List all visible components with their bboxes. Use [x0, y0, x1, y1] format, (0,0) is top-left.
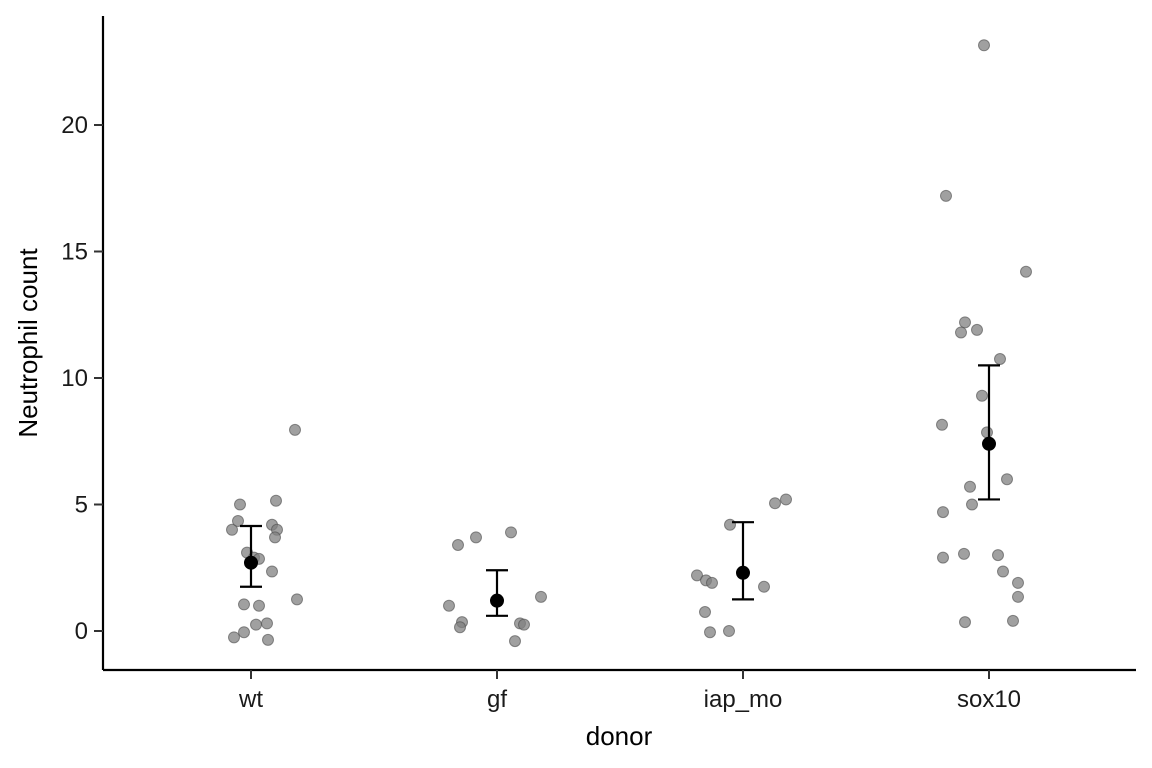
- data-point: [981, 426, 993, 439]
- data-point: [291, 593, 303, 606]
- data-point: [992, 549, 1004, 562]
- y-tick-label: 5: [75, 492, 88, 519]
- y-tick-label: 20: [61, 112, 88, 139]
- data-point: [535, 590, 547, 603]
- data-point: [769, 497, 781, 510]
- data-point: [997, 565, 1009, 578]
- data-point: [958, 547, 970, 560]
- data-point: [704, 626, 716, 639]
- data-point: [964, 480, 976, 493]
- data-point: [959, 616, 971, 629]
- data-point: [936, 418, 948, 431]
- data-point: [994, 353, 1006, 366]
- x-tick-label: iap_mo: [704, 686, 783, 713]
- mean-point: [736, 565, 750, 580]
- data-point: [289, 423, 301, 436]
- y-axis-ticks: 0 5 10 15 20: [61, 112, 103, 645]
- x-axis-title: donor: [586, 721, 653, 751]
- data-point: [940, 189, 952, 202]
- data-point: [723, 625, 735, 637]
- summary-layer: [240, 364, 1000, 617]
- y-tick-label: 15: [61, 239, 88, 266]
- y-axis-title: Neutrophil count: [13, 248, 43, 438]
- data-point: [238, 626, 250, 639]
- data-point: [937, 506, 949, 519]
- data-point: [270, 494, 282, 507]
- data-point: [1001, 473, 1013, 486]
- x-axis-ticks: wt gf iap_mo sox10: [238, 670, 1021, 713]
- mean-point: [490, 593, 504, 608]
- data-point: [978, 39, 990, 52]
- data-point: [1007, 614, 1019, 627]
- data-point: [976, 389, 988, 402]
- data-point: [228, 631, 240, 644]
- data-point: [470, 531, 482, 544]
- data-point: [238, 598, 250, 611]
- data-point: [691, 569, 703, 582]
- y-tick-label: 0: [75, 618, 88, 645]
- data-point: [266, 565, 278, 578]
- data-point: [443, 599, 455, 612]
- data-point: [966, 498, 978, 511]
- data-point: [250, 618, 262, 631]
- data-point: [937, 551, 949, 564]
- data-point: [226, 523, 238, 536]
- data-point: [505, 526, 517, 539]
- data-point: [262, 633, 274, 646]
- y-tick-label: 10: [61, 365, 88, 392]
- data-point: [699, 606, 711, 619]
- data-point: [955, 326, 967, 339]
- data-point: [971, 323, 983, 336]
- data-point: [706, 576, 718, 589]
- data-point: [234, 498, 246, 511]
- x-tick-label: wt: [238, 686, 263, 713]
- data-point: [261, 617, 273, 630]
- data-point: [509, 635, 521, 648]
- data-point: [1020, 265, 1032, 278]
- x-tick-label: gf: [487, 686, 507, 713]
- points-layer: [226, 39, 1032, 648]
- data-point: [1012, 576, 1024, 589]
- x-tick-label: sox10: [957, 686, 1021, 713]
- mean-point: [244, 555, 258, 570]
- data-point: [518, 618, 530, 631]
- data-point: [454, 621, 466, 634]
- data-point: [232, 514, 244, 527]
- data-point: [269, 531, 281, 544]
- data-point: [780, 493, 792, 506]
- mean-point: [982, 436, 996, 451]
- data-point: [758, 580, 770, 593]
- data-point: [724, 518, 736, 531]
- data-point: [452, 538, 464, 551]
- data-point: [959, 316, 971, 329]
- data-point: [253, 599, 265, 612]
- data-point: [1012, 590, 1024, 603]
